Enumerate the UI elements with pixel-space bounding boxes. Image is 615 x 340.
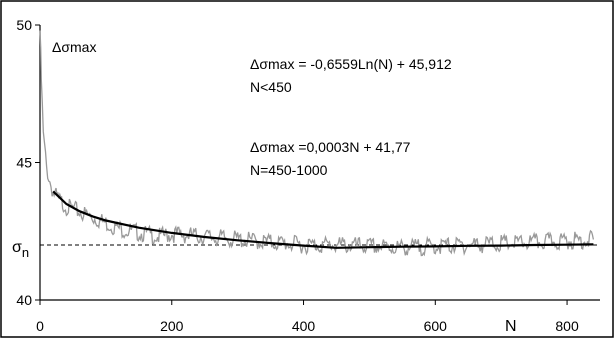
y-tick-label: 45: [16, 155, 32, 171]
y-tick-label: 50: [16, 17, 32, 33]
y-tick-label: 40: [16, 292, 32, 308]
annotation-1-line1: Δσmax = -0,6559Ln(N) + 45,912: [250, 56, 452, 72]
x-tick-label: 0: [36, 318, 44, 334]
annotation-2-line1: Δσmax =0,0003N + 41,77: [250, 139, 411, 155]
annotation-1-line2: N<450: [250, 79, 292, 95]
y-axis-label: Δσmax: [52, 39, 96, 55]
x-tick-label: 400: [292, 318, 316, 334]
annotation-2-line2: N=450-1000: [250, 162, 328, 178]
x-axis-label: N: [505, 318, 517, 335]
reference-label-sub: n: [22, 245, 29, 260]
x-tick-label: 600: [424, 318, 448, 334]
ticks: 0 200 400 600 800 40 45 50: [16, 17, 579, 334]
reference-label: σn: [12, 239, 29, 260]
reference-label-main: σ: [12, 239, 22, 256]
x-tick-label: 200: [160, 318, 184, 334]
x-tick-label: 800: [555, 318, 579, 334]
series-fit-line: [52, 190, 594, 249]
